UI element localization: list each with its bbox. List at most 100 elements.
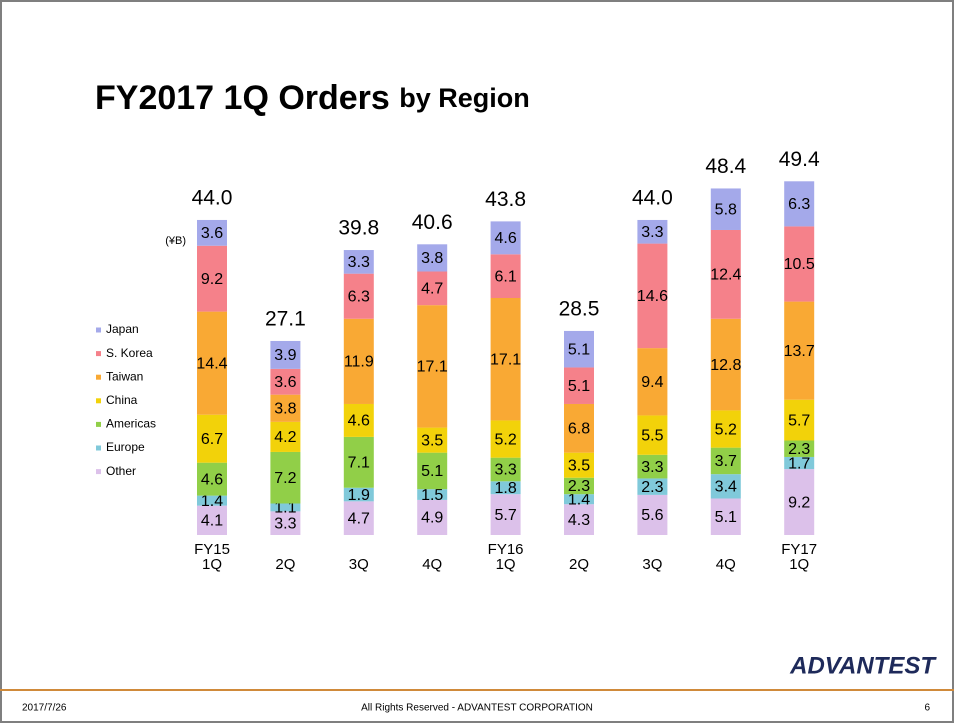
- bar-segment: [343, 501, 374, 535]
- segment-label: 6.3: [348, 288, 370, 305]
- bar-segment: [197, 505, 227, 535]
- segment-label: 6.8: [568, 421, 590, 438]
- segment-label: 5.8: [715, 201, 737, 218]
- segment-label: 14.4: [196, 355, 227, 372]
- segment-label: 5.1: [568, 341, 590, 358]
- segment-label: 1.4: [568, 491, 590, 508]
- bar-segment: [490, 254, 521, 299]
- segment-label: 3.7: [715, 453, 737, 470]
- total-label: 48.4: [705, 155, 746, 178]
- segment-label: 1.5: [421, 487, 443, 504]
- x-tick-label: 2Q: [275, 556, 295, 573]
- bar-segment: [270, 394, 301, 422]
- segment-label: 3.5: [421, 432, 443, 449]
- bar-segment: [197, 245, 227, 312]
- footer-date: 2017/7/26: [22, 703, 67, 714]
- legend-swatch: [96, 469, 101, 475]
- segment-label: 3.3: [348, 254, 370, 271]
- segment-label: 3.3: [641, 224, 663, 241]
- bar-segment: [564, 367, 594, 404]
- x-tick-label: 2Q: [569, 556, 589, 573]
- total-label: 28.5: [559, 297, 600, 320]
- x-tick-label: 3Q: [642, 556, 662, 573]
- slide-title: FY2017 1Q Orders by Region: [95, 79, 530, 117]
- bar-segment: [417, 489, 448, 500]
- title-sub: by Region: [399, 83, 530, 113]
- bar-segment: [490, 457, 521, 482]
- legend-label: Japan: [106, 322, 139, 336]
- segment-label: 4.2: [274, 429, 296, 446]
- legend-label: Other: [106, 464, 136, 478]
- segment-label: 2.3: [641, 479, 663, 496]
- legend-label: China: [106, 393, 138, 407]
- bar-segment: [564, 477, 594, 495]
- segment-label: 2.3: [568, 478, 590, 495]
- legend-label: Americas: [106, 417, 156, 431]
- total-label: 44.0: [192, 187, 233, 210]
- segment-label: 4.1: [201, 513, 223, 530]
- segment-label: 5.1: [421, 463, 443, 480]
- unit-label: (¥B): [165, 235, 186, 247]
- segment-label: 3.6: [274, 374, 296, 391]
- segment-label: 4.6: [494, 230, 516, 247]
- bar-segment: [784, 226, 815, 302]
- legend-swatch: [96, 327, 101, 333]
- segment-label: 3.3: [641, 459, 663, 476]
- x-tick-label: FY17: [781, 541, 817, 558]
- segment-label: 11.9: [344, 354, 374, 371]
- bar-segment: [564, 403, 594, 453]
- segment-label: 6.3: [788, 196, 810, 213]
- bar-segment: [270, 503, 301, 512]
- total-label: 40.6: [412, 211, 453, 234]
- bar-segment: [637, 219, 668, 244]
- bar-segment: [417, 427, 448, 453]
- bar-segment: [710, 447, 741, 475]
- segment-label: 12.8: [710, 357, 741, 374]
- bar-segment: [710, 498, 741, 535]
- bar-segment: [637, 478, 668, 495]
- total-label: 43.8: [485, 188, 526, 211]
- bar-segment: [270, 421, 301, 452]
- segment-label: 4.3: [568, 512, 590, 529]
- segment-label: 5.5: [641, 427, 663, 444]
- bar-segment: [417, 244, 448, 272]
- legend-swatch: [96, 398, 101, 404]
- segment-label: 1.1: [274, 500, 296, 517]
- title-main: FY2017 1Q Orders: [95, 79, 390, 117]
- bar-segment: [637, 415, 668, 455]
- segment-label: 4.7: [421, 281, 443, 298]
- segment-label: 1.8: [494, 480, 516, 497]
- bar-segment: [343, 273, 374, 319]
- bar-segment: [343, 403, 374, 437]
- segment-label: 3.9: [274, 347, 296, 364]
- bar-segment: [490, 494, 521, 535]
- segment-label: 3.3: [274, 515, 296, 532]
- segment-label: 3.8: [274, 400, 296, 417]
- bar-segment: [710, 410, 741, 448]
- segment-label: 3.6: [201, 225, 223, 242]
- bar-segment: [343, 436, 374, 488]
- segment-label: 2.3: [788, 441, 810, 458]
- segment-label: 3.5: [568, 457, 590, 474]
- legend-swatch: [96, 374, 101, 380]
- bar-segment: [637, 454, 668, 479]
- segment-label: 7.2: [274, 470, 296, 487]
- segment-label: 5.1: [715, 509, 737, 526]
- legend-swatch: [96, 445, 101, 451]
- segment-label: 1.9: [348, 487, 370, 504]
- x-tick-label: 4Q: [716, 556, 736, 573]
- segment-label: 4.6: [201, 471, 223, 488]
- segment-label: 1.4: [201, 493, 223, 510]
- segment-label: 6.1: [494, 268, 516, 285]
- segment-label: 5.2: [715, 421, 737, 438]
- bar-segment: [564, 452, 594, 478]
- bar-segment: [784, 456, 815, 470]
- bar-segment: [490, 481, 521, 495]
- bar-segment: [637, 348, 668, 416]
- bar-segment: [490, 221, 521, 255]
- segment-label: 3.8: [421, 250, 443, 267]
- footer-page: 6: [924, 703, 930, 714]
- total-label: 39.8: [338, 217, 379, 240]
- bar-segment: [784, 301, 815, 400]
